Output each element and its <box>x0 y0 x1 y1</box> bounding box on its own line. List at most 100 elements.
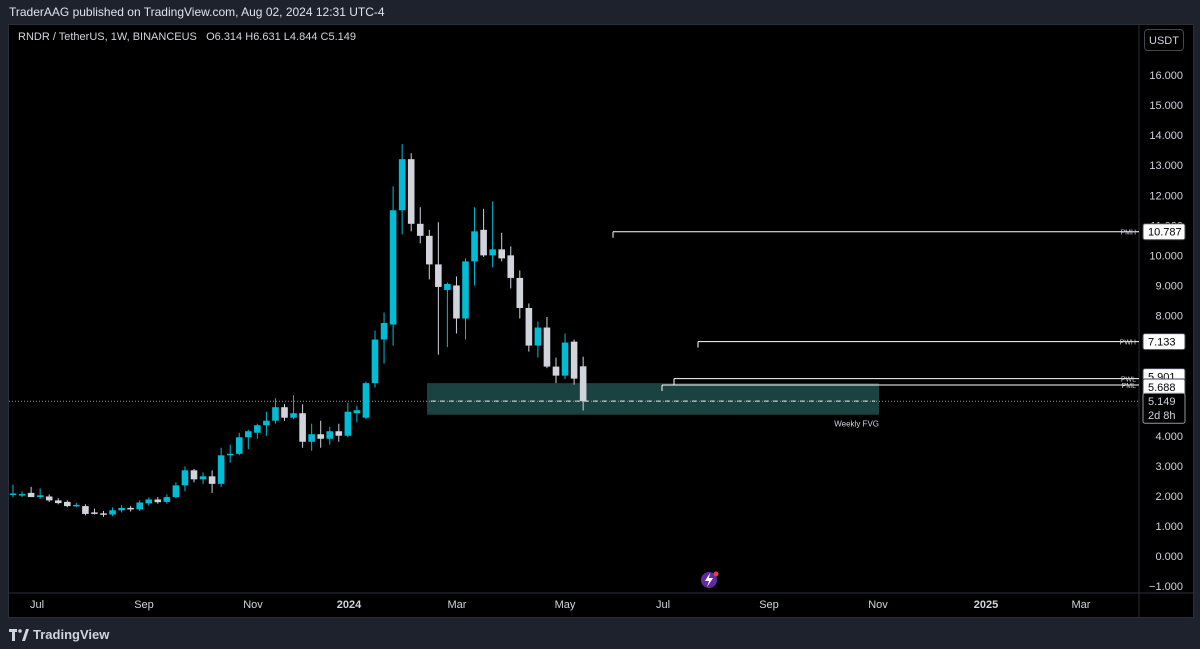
candle-body[interactable] <box>245 431 252 438</box>
candle-body[interactable] <box>272 407 279 421</box>
candle-body[interactable] <box>73 504 80 507</box>
candle-body[interactable] <box>435 264 442 287</box>
candle-body[interactable] <box>335 431 343 436</box>
candle-body[interactable] <box>299 413 306 442</box>
candle-body[interactable] <box>18 494 26 496</box>
candle-body[interactable] <box>534 327 542 346</box>
candle-body[interactable] <box>353 410 361 414</box>
candle-body[interactable] <box>226 453 234 456</box>
candle-body[interactable] <box>217 455 225 484</box>
candle-body[interactable] <box>444 283 451 290</box>
high-label: H <box>245 31 254 43</box>
candle-body[interactable] <box>190 470 198 480</box>
close-value: 5.149 <box>328 31 356 43</box>
candle-body[interactable] <box>453 285 460 319</box>
price-axis-tick: 16.000 <box>1149 70 1183 82</box>
price-axis-tick: 4.000 <box>1155 431 1183 443</box>
symbol-name[interactable]: RNDR / TetherUS, 1W, BINANCEUS <box>18 31 197 43</box>
time-axis-tick: Sep <box>134 599 154 611</box>
candle-body[interactable] <box>45 496 53 501</box>
level-label-pwh: PWH <box>1120 340 1136 347</box>
candle-body[interactable] <box>426 235 433 265</box>
weekly-fvg-label: Weekly FVG <box>834 420 879 429</box>
candle-body[interactable] <box>281 407 288 418</box>
level-price-tag-pmh: 10.787 <box>1148 227 1182 239</box>
candle-body[interactable] <box>9 493 17 495</box>
candle-body[interactable] <box>516 277 524 308</box>
lightning-bolt-icon <box>705 573 713 587</box>
price-axis-tick: 10.000 <box>1149 250 1183 262</box>
candle-body[interactable] <box>235 437 243 454</box>
open-value: 6.314 <box>214 31 243 43</box>
candle-body[interactable] <box>136 502 143 510</box>
time-axis-tick: Jul <box>656 599 670 611</box>
candle-body[interactable] <box>27 492 35 498</box>
candle-body[interactable] <box>507 255 515 278</box>
candle-body[interactable] <box>254 425 261 433</box>
time-axis-tick: May <box>555 599 576 611</box>
tradingview-logo[interactable]: TradingView <box>9 627 109 642</box>
candle-body[interactable] <box>579 366 587 402</box>
candle-body[interactable] <box>317 434 324 439</box>
price-axis-tick: 1.000 <box>1155 521 1183 533</box>
candle-body[interactable] <box>480 229 487 256</box>
high-value: 6.631 <box>253 31 281 43</box>
candle-body[interactable] <box>208 476 216 484</box>
current-price-tag-bg <box>1142 392 1186 424</box>
time-axis-tick: Sep <box>759 599 779 611</box>
candle-body[interactable] <box>36 495 44 498</box>
price-axis-tick: 3.000 <box>1155 461 1183 473</box>
candle-body[interactable] <box>181 470 189 486</box>
candle-body[interactable] <box>163 497 171 502</box>
candle-body[interactable] <box>344 411 352 436</box>
price-axis-tick: 8.000 <box>1155 311 1183 323</box>
candle-body[interactable] <box>416 223 424 236</box>
low-label: L <box>283 31 290 43</box>
candle-body[interactable] <box>263 420 270 426</box>
time-axis-tick: Mar <box>448 599 467 611</box>
candle-body[interactable] <box>489 249 496 256</box>
candle-body[interactable] <box>362 383 370 418</box>
chart-area[interactable] <box>8 24 1194 618</box>
candle-body[interactable] <box>82 506 89 514</box>
candle-body[interactable] <box>570 341 578 379</box>
time-axis-tick: Nov <box>868 599 888 611</box>
candle-body[interactable] <box>543 327 551 367</box>
candle-body[interactable] <box>100 513 107 515</box>
candle-body[interactable] <box>118 507 125 511</box>
candle-body[interactable] <box>371 339 379 384</box>
candle-body[interactable] <box>498 249 505 259</box>
candle-body[interactable] <box>326 431 334 439</box>
candle-body[interactable] <box>561 342 569 376</box>
candle-body[interactable] <box>199 476 207 480</box>
tradingview-logo-text: TradingView <box>33 627 110 642</box>
candle-body[interactable] <box>552 366 560 376</box>
candle-body[interactable] <box>154 499 162 503</box>
candle-body[interactable] <box>462 261 469 319</box>
level-price-tag-pmh-bg <box>1142 223 1186 241</box>
candle-body[interactable] <box>398 159 406 211</box>
candle-body[interactable] <box>389 210 397 325</box>
candle-body[interactable] <box>64 501 71 507</box>
weekly-fvg-zone[interactable] <box>427 383 879 415</box>
candle-body[interactable] <box>290 413 297 418</box>
candle-body[interactable] <box>54 500 62 504</box>
candle-body[interactable] <box>525 307 533 346</box>
candle-body[interactable] <box>380 323 388 340</box>
candle-body[interactable] <box>471 231 478 262</box>
level-price-tag-pml: 5.688 <box>1148 382 1176 394</box>
price-axis-tick: 15.000 <box>1149 100 1183 112</box>
bar-countdown: 2d 8h <box>1148 410 1176 422</box>
level-price-tag-pwh-bg <box>1142 333 1186 351</box>
candle-body[interactable] <box>308 434 315 442</box>
currency-button[interactable]: USDT <box>1144 29 1184 51</box>
price-axis-tick: 13.000 <box>1149 160 1183 172</box>
candle-body[interactable] <box>91 512 98 514</box>
candle-body[interactable] <box>145 499 153 504</box>
candlestick-chart[interactable]: 16.00015.00014.00013.00012.00011.00010.0… <box>0 0 1200 620</box>
candle-body[interactable] <box>127 507 134 510</box>
candle-body[interactable] <box>172 485 180 498</box>
candle-body[interactable] <box>109 510 116 515</box>
tradingview-logo-icon <box>9 628 29 641</box>
candle-body[interactable] <box>407 159 415 224</box>
